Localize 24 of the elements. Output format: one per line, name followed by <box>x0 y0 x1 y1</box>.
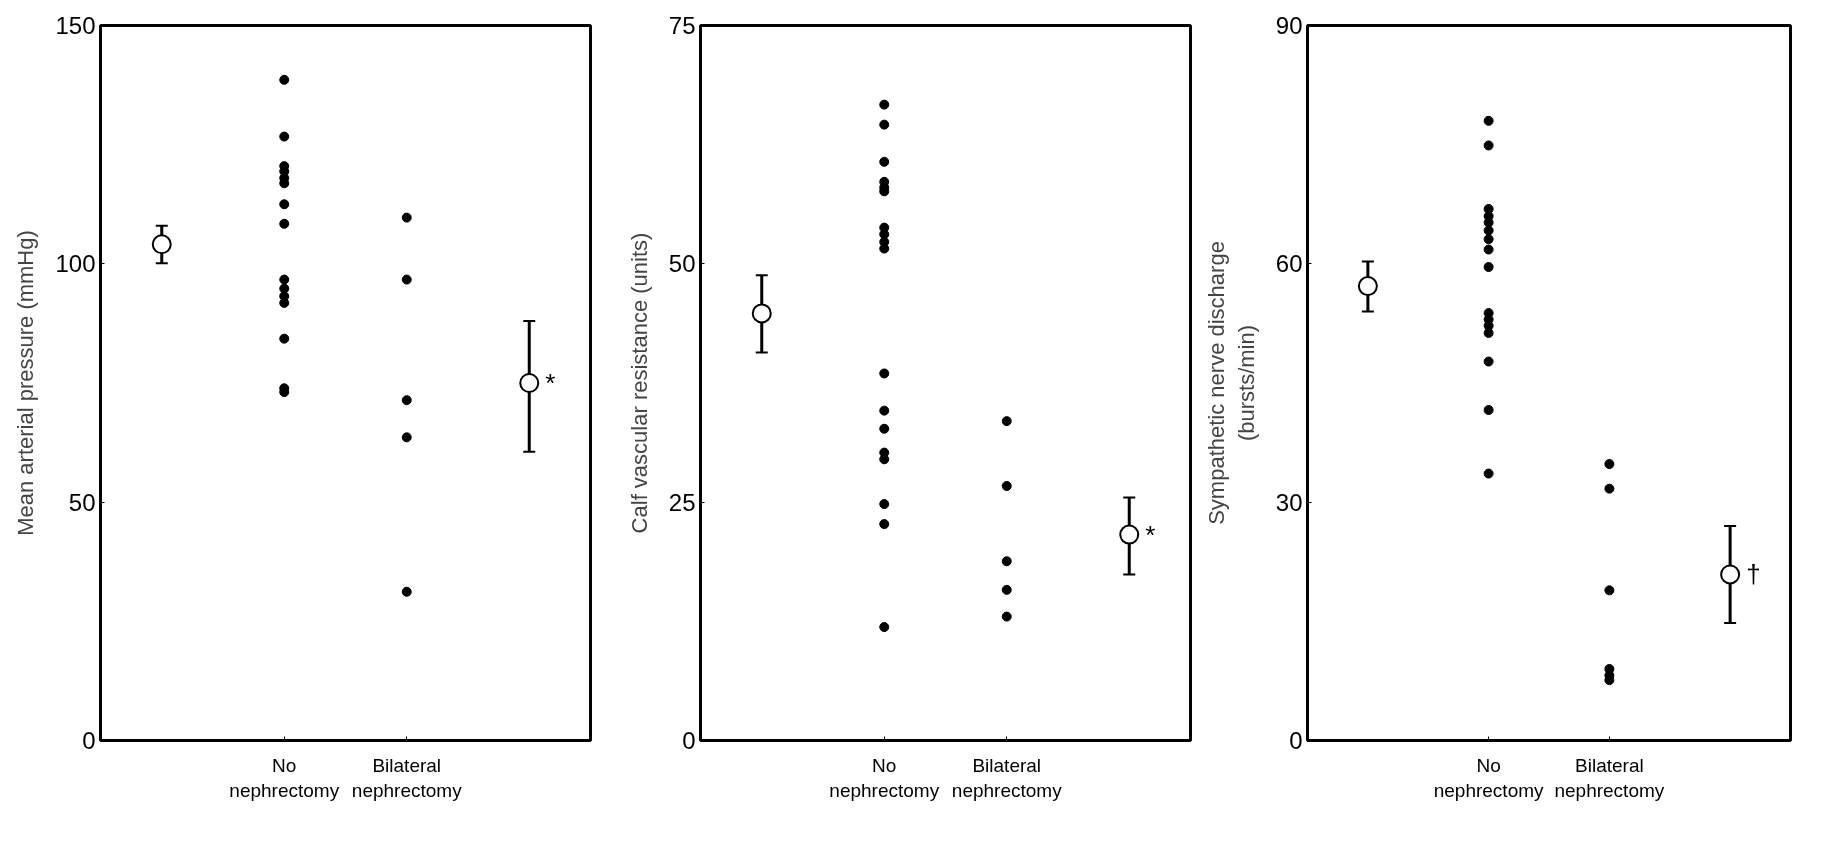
x-tick-label: No nephrectomy <box>829 754 940 801</box>
annotation: * <box>1145 519 1156 550</box>
y-axis-title: Mean arterial pressure (mmHg) <box>13 230 39 536</box>
y-tick-label: 0 <box>82 727 96 754</box>
y-tick-label: 0 <box>682 727 696 754</box>
y-tick-label: 0 <box>1289 727 1303 754</box>
y-axis-title: Sympathetic nerve discharge (bursts/min) <box>1203 241 1259 525</box>
y-tick-label: 50 <box>668 250 696 278</box>
y-tick-label: 90 <box>1275 12 1303 39</box>
y-tick-label: 25 <box>668 488 696 516</box>
x-tick-label: Bilateral nephrectomy <box>351 754 463 801</box>
x-tick-label: No nephrectomy <box>229 754 340 801</box>
y-tick-label: 50 <box>68 488 96 516</box>
x-tick-label: Bilateral nephrectomy <box>1554 754 1665 801</box>
y-tick-label: 100 <box>55 250 96 278</box>
y-tick-label: 60 <box>1275 250 1303 278</box>
y-tick-label: 150 <box>55 12 96 39</box>
y-tick-label: 30 <box>1275 488 1303 516</box>
x-tick-label: Bilateral nephrectomy <box>951 754 1063 801</box>
y-tick-label: 75 <box>668 12 696 39</box>
annotation: † <box>1746 559 1761 590</box>
x-tick-label: No nephrectomy <box>1433 754 1545 801</box>
annotation: * <box>545 368 556 398</box>
y-axis-title: Calf vascular resistance (units) <box>626 232 652 534</box>
